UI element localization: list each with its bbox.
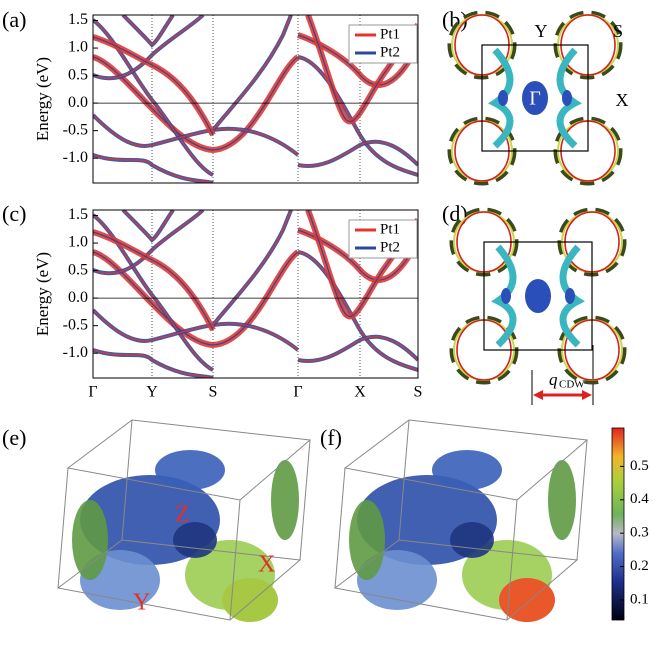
band — [297, 334, 418, 363]
x-tick-label: Γ — [88, 384, 97, 401]
colorbar-tick-label: 0.1 — [630, 591, 649, 607]
band — [211, 210, 293, 327]
band-core — [93, 309, 299, 351]
fs-pocket — [565, 288, 575, 304]
k-label: S — [613, 21, 623, 41]
bz-boundary — [481, 44, 589, 152]
bz-boundary — [483, 241, 593, 351]
y-tick-label: -1.0 — [63, 344, 88, 361]
fs-sheet — [559, 244, 585, 348]
box-edge — [121, 419, 133, 541]
k-label: Z — [175, 502, 190, 528]
fermi-surface-3d — [56, 419, 312, 622]
band — [93, 308, 300, 352]
y-tick-label: 0.5 — [68, 261, 88, 278]
y-tick-label: 0.5 — [68, 66, 88, 83]
colorbar-tick-label: 0.2 — [630, 558, 649, 574]
box-edge — [334, 467, 346, 589]
axes-frame — [92, 209, 419, 379]
fs-sheet — [556, 47, 582, 149]
q-subscript: CDW — [559, 379, 585, 391]
y-tick-label: 1.0 — [68, 234, 88, 251]
fs-blob — [499, 578, 555, 622]
legend-label: Pt2 — [380, 239, 400, 255]
legend-box — [348, 219, 418, 259]
legend-label: Pt1 — [380, 221, 400, 237]
fs-blob — [222, 578, 278, 622]
x-tick-label: Γ — [293, 384, 302, 401]
fs-pocket — [525, 279, 551, 313]
fs-pocket — [522, 81, 548, 115]
y-tick-label: -1.0 — [63, 149, 88, 166]
y-tick-label: 1.0 — [68, 39, 88, 56]
x-tick-label: S — [414, 384, 423, 401]
band-core — [93, 114, 299, 156]
legend-box — [348, 24, 418, 64]
box-edge — [229, 499, 241, 621]
band-core — [93, 36, 214, 136]
box-edge — [576, 439, 588, 561]
box-edge — [57, 467, 69, 589]
y-axis-label: Energy (eV) — [33, 252, 52, 336]
y-axis-label: Energy (eV) — [33, 57, 52, 141]
x-tick-label: X — [354, 384, 366, 401]
fs-blob — [450, 522, 494, 558]
legend-label: Pt1 — [380, 26, 400, 42]
fs-pocket — [498, 90, 508, 106]
axes-frame — [92, 14, 419, 184]
y-tick-label: 1.5 — [68, 206, 88, 223]
panel-label: (a) — [2, 7, 26, 32]
fs-pocket — [562, 90, 572, 106]
fermi-surface-3d — [333, 419, 589, 622]
colorbar-tick-label: 0.3 — [630, 525, 649, 541]
y-tick-label: 1.5 — [68, 11, 88, 28]
box-edge — [398, 419, 410, 541]
fs-blob — [271, 460, 299, 540]
legend-label: Pt2 — [380, 44, 400, 60]
y-tick-label: -0.5 — [63, 121, 88, 138]
band-core — [297, 251, 418, 371]
fs-pocket — [501, 288, 511, 304]
k-label: X — [258, 552, 275, 578]
fs-blob — [72, 500, 108, 580]
colorbar-tick-label: 0.5 — [630, 458, 649, 474]
band-core — [212, 210, 292, 326]
colorbar-tick-label: 0.4 — [630, 491, 649, 507]
fermi-surface-2d — [449, 207, 627, 385]
k-label: Γ — [529, 88, 541, 110]
fermi-surface-2d — [447, 10, 623, 186]
panel-label: (c) — [2, 201, 26, 226]
fs-sheet — [491, 244, 517, 348]
box-edge — [299, 439, 311, 561]
fs-sheet — [488, 47, 514, 149]
band-core — [93, 231, 214, 331]
x-tick-label: S — [209, 384, 218, 401]
k-label: Y — [133, 590, 150, 616]
fs-blob — [349, 500, 385, 580]
panel-label: (f) — [320, 425, 342, 450]
fs-blob — [432, 450, 502, 490]
panel-label: (e) — [2, 425, 26, 450]
q-symbol: q — [549, 370, 558, 389]
band-core — [297, 56, 418, 176]
fs-blob — [548, 460, 576, 540]
band — [93, 113, 300, 157]
y-tick-label: 0.0 — [68, 289, 88, 306]
fs-blob — [155, 450, 225, 490]
band-core — [212, 15, 292, 131]
band — [211, 15, 293, 132]
y-tick-label: 0.0 — [68, 94, 88, 111]
colorbar — [611, 427, 625, 621]
band — [297, 139, 418, 168]
y-tick-label: -0.5 — [63, 316, 88, 333]
box-edge — [506, 499, 518, 621]
k-label: X — [616, 90, 629, 110]
k-label: Y — [535, 21, 548, 41]
q-arrow-head — [582, 390, 592, 400]
q-arrow-head — [533, 390, 543, 400]
x-tick-label: Y — [146, 384, 158, 401]
